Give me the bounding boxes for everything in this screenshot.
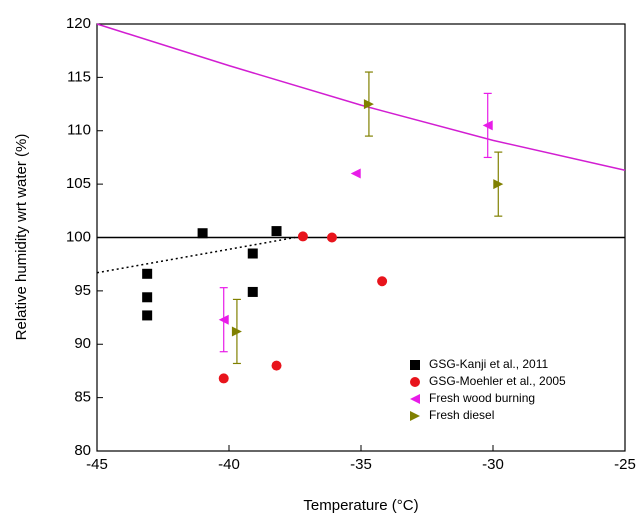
- legend-label: Fresh wood burning: [429, 391, 535, 405]
- x-tick-label: -25: [614, 456, 636, 473]
- y-tick-label: 100: [66, 228, 91, 245]
- point: [297, 231, 308, 242]
- point: [142, 292, 153, 303]
- point: [218, 373, 229, 384]
- x-tick-label: -40: [218, 456, 240, 473]
- point: [142, 268, 153, 279]
- point: [326, 232, 337, 243]
- y-tick-label: 95: [74, 282, 91, 299]
- point: [247, 248, 258, 259]
- legend-marker: [410, 377, 420, 387]
- point: [231, 326, 242, 337]
- x-tick-label: -35: [350, 456, 372, 473]
- legend-label: GSG-Moehler et al., 2005: [429, 374, 566, 388]
- point: [350, 168, 361, 179]
- legend-marker: [410, 394, 420, 404]
- legend-label: GSG-Kanji et al., 2011: [429, 357, 549, 371]
- point: [482, 120, 493, 131]
- legend-label: Fresh diesel: [429, 408, 494, 422]
- reference-line: [96, 236, 296, 274]
- y-axis-label: Relative humidity wrt water (%): [13, 134, 30, 341]
- point: [363, 99, 374, 110]
- legend-marker: [410, 360, 420, 370]
- point: [142, 310, 153, 321]
- y-tick-label: 120: [66, 15, 91, 32]
- y-tick-label: 105: [66, 175, 91, 192]
- point: [197, 228, 208, 239]
- legend-marker: [410, 411, 420, 421]
- point: [247, 286, 258, 297]
- point: [271, 226, 282, 237]
- point: [493, 179, 504, 190]
- x-axis-label: Temperature (°C): [303, 497, 418, 514]
- reference-line: [96, 23, 626, 171]
- point: [271, 360, 282, 371]
- y-tick-label: 115: [67, 68, 91, 85]
- y-tick-label: 80: [74, 442, 91, 459]
- y-tick-label: 90: [74, 335, 91, 352]
- point: [218, 314, 229, 325]
- legend: GSG-Kanji et al., 2011 GSG-Moehler et al.…: [410, 357, 566, 422]
- point: [377, 276, 388, 287]
- y-tick-label: 110: [67, 122, 91, 139]
- x-tick-label: -45: [86, 456, 108, 473]
- x-tick-label: -30: [482, 456, 504, 473]
- y-tick-label: 85: [74, 389, 91, 406]
